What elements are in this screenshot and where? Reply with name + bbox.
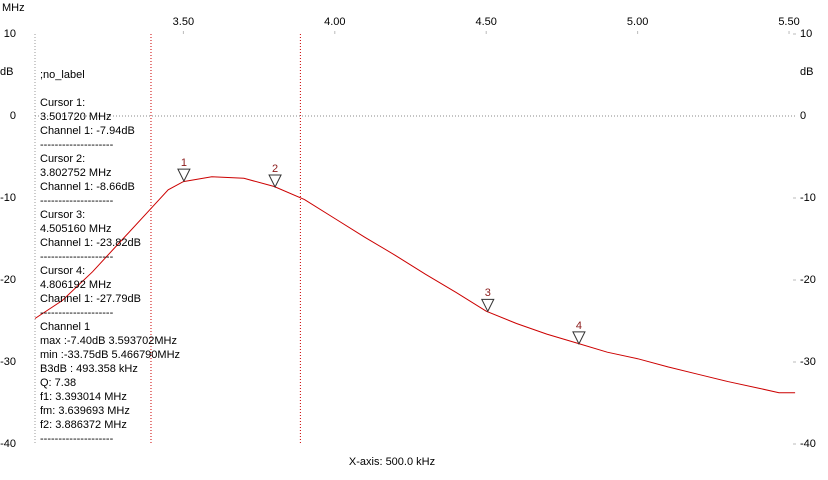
info-line: 4.505160 MHz	[40, 223, 112, 235]
info-line: Cursor 2:	[40, 153, 85, 165]
info-line: --------------------	[40, 195, 114, 207]
info-line: Channel 1: -23.82dB	[40, 237, 141, 249]
info-line: Channel 1	[40, 321, 90, 333]
info-line: Cursor 1:	[40, 97, 85, 109]
info-line: f2: 3.886372 MHz	[40, 419, 127, 431]
info-line: min :-33.75dB 5.466790MHz	[40, 349, 180, 361]
y-tick-label-right: -30	[800, 356, 816, 368]
y-tick-label-right: -40	[800, 438, 816, 450]
info-line: Cursor 4:	[40, 265, 85, 277]
info-line: 3.802752 MHz	[40, 167, 112, 179]
info-line: --------------------	[40, 251, 114, 263]
info-line: 3.501720 MHz	[40, 111, 112, 123]
cursor-marker	[177, 168, 191, 183]
cursor-marker	[572, 331, 586, 345]
info-line: max :-7.40dB 3.593702MHz	[40, 335, 177, 347]
y-tick-label-left: 10	[4, 28, 16, 40]
info-line: Cursor 3:	[40, 209, 85, 221]
info-line: --------------------	[40, 433, 114, 445]
info-line: Channel 1: -8.66dB	[40, 181, 135, 193]
x-unit: MHz	[2, 2, 25, 14]
cursor-marker	[480, 298, 495, 313]
y-tick-label-left: -40	[0, 438, 16, 450]
y-tick-label-left: -20	[0, 274, 16, 286]
y-unit-right: dB	[800, 66, 813, 78]
info-line: Channel 1: -7.94dB	[40, 125, 135, 137]
y-tick-label-left: -30	[0, 356, 16, 368]
y-tick-label-right: -10	[800, 192, 816, 204]
trace-label: ;no_label	[40, 69, 85, 81]
x-tick-label: 4.00	[324, 16, 345, 28]
cursor-label: 4	[576, 320, 582, 332]
info-line: --------------------	[40, 139, 114, 151]
x-tick-label: 5.50	[778, 16, 799, 28]
info-line: fm: 3.639693 MHz	[40, 405, 130, 417]
y-tick-label-left: 0	[10, 110, 16, 122]
cursor-marker	[268, 174, 282, 189]
info-line: 4.806192 MHz	[40, 279, 112, 291]
x-tick-label: 3.50	[173, 16, 194, 28]
y-tick-label-left: -10	[0, 192, 16, 204]
info-line: Channel 1: -27.79dB	[40, 293, 141, 305]
x-axis-label: X-axis: 500.0 kHz	[349, 456, 435, 468]
info-line: Q: 7.38	[40, 377, 76, 389]
cursor-label: 2	[272, 163, 278, 175]
cursor-label: 1	[181, 157, 187, 169]
x-tick-label: 4.50	[475, 16, 496, 28]
trace	[34, 176, 796, 394]
y-tick-label-right: -20	[800, 274, 816, 286]
info-line: B3dB : 493.358 kHz	[40, 363, 138, 375]
x-tick-label: 5.00	[627, 16, 648, 28]
y-tick-label-right: 0	[800, 110, 806, 122]
info-line: --------------------	[40, 307, 114, 319]
cursor-label: 3	[485, 287, 491, 299]
y-unit-left: dB	[0, 66, 13, 78]
y-tick-label-right: 10	[800, 28, 812, 40]
info-line: f1: 3.393014 MHz	[40, 391, 127, 403]
